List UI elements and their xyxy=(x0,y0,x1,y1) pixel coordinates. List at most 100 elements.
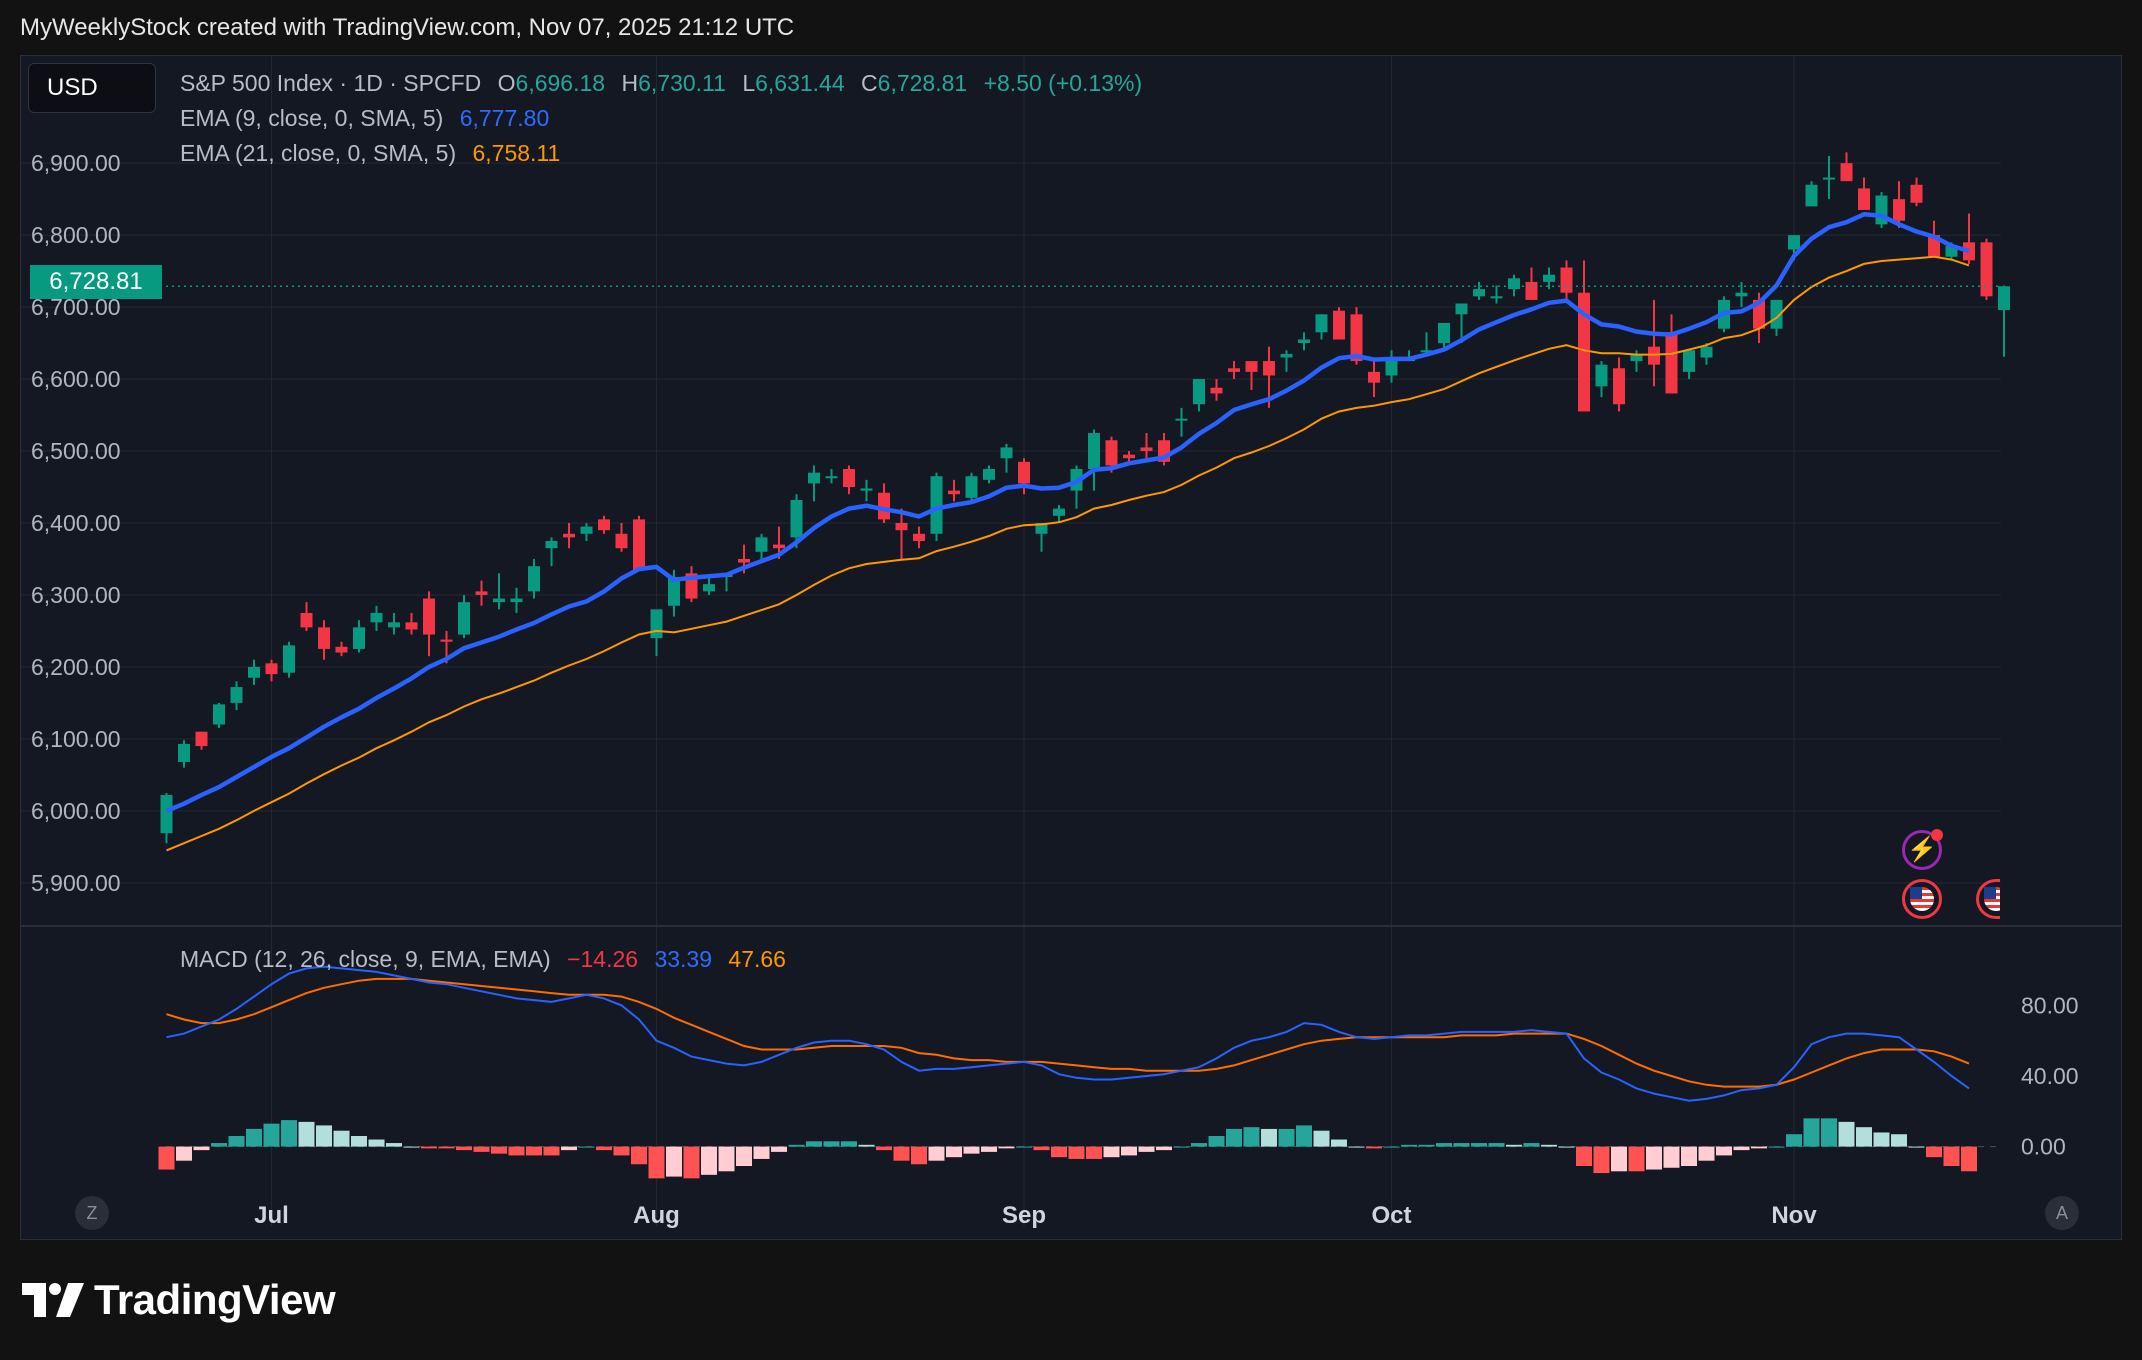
candle-body xyxy=(668,576,680,606)
macd-histogram-bar xyxy=(473,1146,490,1152)
tradingview-logo[interactable]: TradingView xyxy=(22,1276,336,1324)
candle-body xyxy=(178,743,190,762)
macd-histogram-bar xyxy=(1296,1125,1312,1147)
macd-histogram-bar xyxy=(841,1141,857,1147)
ema9-line xyxy=(165,212,1970,813)
candle-body xyxy=(1438,322,1450,344)
macd-y-tick-label: 40.00 xyxy=(2021,1063,2079,1089)
macd-histogram-bar xyxy=(648,1146,665,1179)
macd-histogram-bar xyxy=(333,1130,350,1147)
macd-histogram-bar xyxy=(946,1146,962,1158)
macd-histogram-bar xyxy=(1471,1143,1487,1147)
auto-scale-a-button[interactable]: A xyxy=(2045,1196,2079,1230)
macd-histogram-bar xyxy=(1418,1144,1435,1147)
candle-body xyxy=(633,519,645,570)
macd-histogram-bar xyxy=(1278,1128,1295,1147)
candle-body xyxy=(1858,188,1870,210)
macd-histogram-bar xyxy=(876,1146,892,1151)
macd-histogram-bar xyxy=(211,1143,227,1147)
candle-body xyxy=(1210,387,1223,394)
candle-body xyxy=(1350,314,1363,362)
macd-histogram-bar xyxy=(1558,1146,1575,1148)
candle-body xyxy=(790,499,803,538)
macd-histogram-bar xyxy=(736,1146,752,1166)
macd-y-tick-label: 80.00 xyxy=(2021,992,2079,1018)
candle-body xyxy=(195,731,208,747)
macd-histogram-bar xyxy=(158,1146,175,1170)
macd-label: MACD (12, 26, close, 9, EMA, EMA) xyxy=(180,946,551,972)
macd-histogram-bar xyxy=(386,1143,402,1147)
candle-body xyxy=(1525,281,1538,300)
candle-body xyxy=(1508,278,1520,290)
lightning-icon[interactable]: ⚡ xyxy=(1902,829,1943,870)
legend-open-value: 6,696.18 xyxy=(515,70,606,96)
ohlc-legend: S&P 500 Index · 1D · SPCFD O6,696.18 H6,… xyxy=(180,70,1152,97)
macd-histogram-bar xyxy=(928,1146,945,1161)
brand-name: TradingView xyxy=(94,1276,336,1323)
macd-histogram-bar xyxy=(1856,1127,1872,1147)
x-axis-tick-label: Aug xyxy=(633,1202,680,1229)
candle-body xyxy=(965,476,978,498)
candle-body xyxy=(493,598,505,603)
candle-body xyxy=(1805,184,1818,207)
macd-histogram-bar xyxy=(1226,1128,1242,1147)
macd-histogram-bar xyxy=(1068,1146,1085,1159)
candle-body xyxy=(1018,461,1030,484)
candle-body xyxy=(930,476,943,534)
macd-histogram-bar xyxy=(1908,1146,1925,1148)
candle-body xyxy=(948,490,960,495)
macd-histogram-bar xyxy=(666,1146,682,1177)
macd-histogram-bar xyxy=(491,1146,507,1154)
candle-body xyxy=(1578,292,1590,412)
ema21-legend[interactable]: EMA (21, close, 0, SMA, 5) 6,758.11 xyxy=(180,140,570,167)
ema9-legend[interactable]: EMA (9, close, 0, SMA, 5) 6,777.80 xyxy=(180,105,559,132)
us-flag-icon[interactable] xyxy=(1902,879,1942,919)
legend-low-label: L xyxy=(742,70,756,96)
auto-scale-z-button[interactable]: Z xyxy=(75,1196,109,1230)
legend-symbol-title[interactable]: S&P 500 Index · 1D · SPCFD xyxy=(180,70,482,96)
chart-panel[interactable]: 6,900.00 6,800.00 6,700.00 6,600.00 6,500.00… xyxy=(20,55,2122,1240)
legend-open-label: O xyxy=(497,70,516,96)
macd-histogram-bar xyxy=(561,1146,577,1151)
y-axis-tick-label: 6,500.00 xyxy=(31,438,121,464)
y-axis-tick-label: 6,600.00 xyxy=(31,366,121,392)
candle-body xyxy=(650,609,663,639)
macd-histogram-bar xyxy=(1611,1146,1627,1172)
macd-histogram-bar xyxy=(456,1146,472,1151)
macd-legend[interactable]: MACD (12, 26, close, 9, EMA, EMA) −14.26… xyxy=(180,946,796,973)
macd-histogram-bar xyxy=(963,1146,980,1154)
candle-body xyxy=(615,533,628,549)
candle-body xyxy=(405,622,418,630)
macd-histogram-bar xyxy=(193,1146,210,1151)
y-axis-tick-label: 6,300.00 xyxy=(31,582,121,608)
candle-body xyxy=(580,526,593,534)
macd-histogram-bar xyxy=(1313,1130,1330,1147)
macd-histogram-bar xyxy=(1943,1146,1960,1166)
macd-histogram-bar xyxy=(911,1146,927,1165)
candle-body xyxy=(1368,371,1380,383)
candle-body xyxy=(983,469,995,480)
macd-histogram-bar xyxy=(1243,1127,1260,1147)
chart-canvas[interactable]: 6,900.006,800.006,700.006,600.006,500.00… xyxy=(21,56,2121,1239)
currency-button[interactable]: USD xyxy=(28,63,156,113)
candle-body xyxy=(388,622,400,628)
candle-body xyxy=(825,476,838,479)
candle-body xyxy=(1455,303,1468,315)
candle-body xyxy=(1753,299,1765,329)
candle-body xyxy=(1595,364,1608,387)
macd-histogram-bar xyxy=(1156,1146,1172,1151)
candle-body xyxy=(1700,346,1713,358)
macd-histogram-bar xyxy=(1891,1134,1907,1147)
candle-body xyxy=(1315,314,1328,333)
macd-histogram-bar xyxy=(578,1146,595,1148)
macd-histogram-bar xyxy=(1051,1146,1067,1158)
y-axis-tick-label: 6,800.00 xyxy=(31,222,121,248)
candle-body xyxy=(1648,346,1660,365)
candle-body xyxy=(1333,310,1345,340)
macd-histogram-bar xyxy=(1436,1143,1452,1147)
macd-hist-value: −14.26 xyxy=(567,946,639,972)
legend-change: +8.50 (+0.13%) xyxy=(983,70,1143,96)
macd-histogram-bar xyxy=(1786,1134,1802,1147)
macd-histogram-bar xyxy=(1016,1146,1032,1148)
macd-histogram-bar xyxy=(1681,1146,1697,1166)
